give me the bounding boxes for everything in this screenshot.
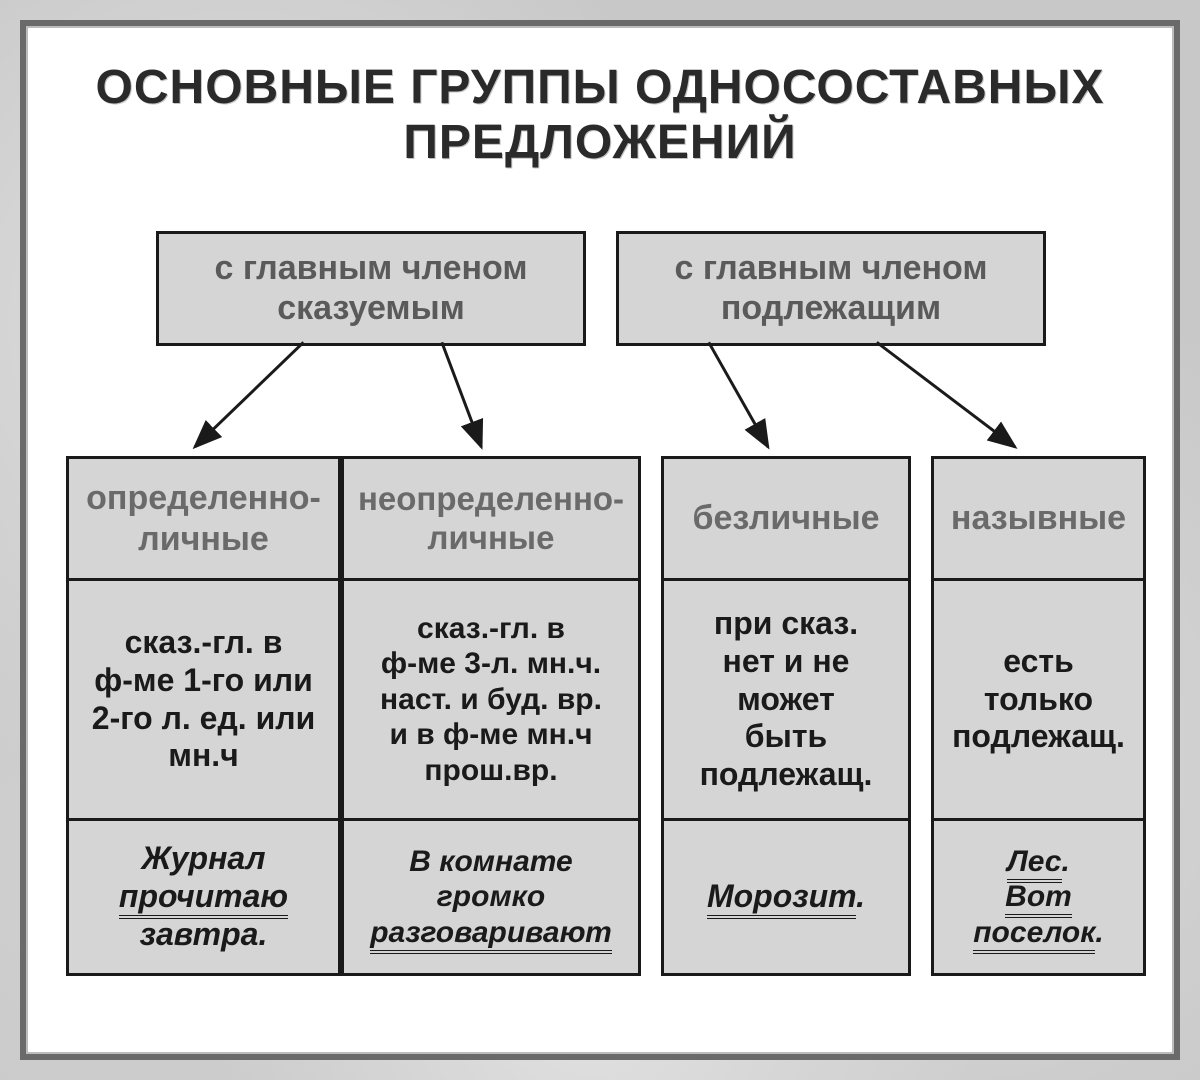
diagram-frame: ОСНОВНЫЕ ГРУППЫ ОДНОСОСТАВНЫХ ПРЕДЛОЖЕНИ…	[20, 20, 1180, 1060]
col4-ex-underlined-1: Лес	[1007, 845, 1061, 883]
col4-desc: есть только подлежащ.	[931, 581, 1146, 821]
column-3: безличные при сказ. нет и не может быть …	[661, 456, 911, 976]
column-4: назывные есть только подлежащ. Лес. Вот …	[931, 456, 1146, 976]
col2-ex-underlined: разговаривают	[370, 916, 612, 954]
col3-ex-post: .	[856, 878, 865, 914]
col1-ex-post: завтра.	[140, 916, 268, 952]
group-left: с главным членом сказуемым	[156, 231, 586, 346]
group-right: с главным членом подлежащим	[616, 231, 1046, 346]
col3-ex-underlined: Морозит	[707, 878, 856, 919]
col1-desc: сказ.-гл. в ф-ме 1-го или 2-го л. ед. ил…	[66, 581, 341, 821]
col3-example: Морозит.	[661, 821, 911, 976]
col1-header: определенно- личные	[66, 456, 341, 581]
col3-header: безличные	[661, 456, 911, 581]
col1-ex-underlined: прочитаю	[119, 878, 288, 919]
col3-desc: при сказ. нет и не может быть подлежащ.	[661, 581, 911, 821]
col2-ex-pre: В комнате громко	[409, 845, 573, 913]
column-1: определенно- личные сказ.-гл. в ф-ме 1-г…	[66, 456, 341, 976]
diagram-title: ОСНОВНЫЕ ГРУППЫ ОДНОСОСТАВНЫХ ПРЕДЛОЖЕНИ…	[26, 60, 1174, 170]
col2-example: В комнате громко разговаривают	[341, 821, 641, 976]
col4-header: назывные	[931, 456, 1146, 581]
col4-example: Лес. Вот поселок.	[931, 821, 1146, 976]
column-2: неопределенно- личные сказ.-гл. в ф-ме 3…	[341, 456, 641, 976]
col1-example: Журнал прочитаю завтра.	[66, 821, 341, 976]
col2-desc: сказ.-гл. в ф-ме 3-л. мн.ч. наст. и буд.…	[341, 581, 641, 821]
col4-ex-underlined-2: Вот поселок	[973, 880, 1095, 953]
col1-ex-pre: Журнал	[141, 840, 265, 876]
col4-ex-post: .	[1095, 916, 1103, 949]
col2-header: неопределенно- личные	[341, 456, 641, 581]
col4-ex-sep: .	[1062, 845, 1070, 878]
